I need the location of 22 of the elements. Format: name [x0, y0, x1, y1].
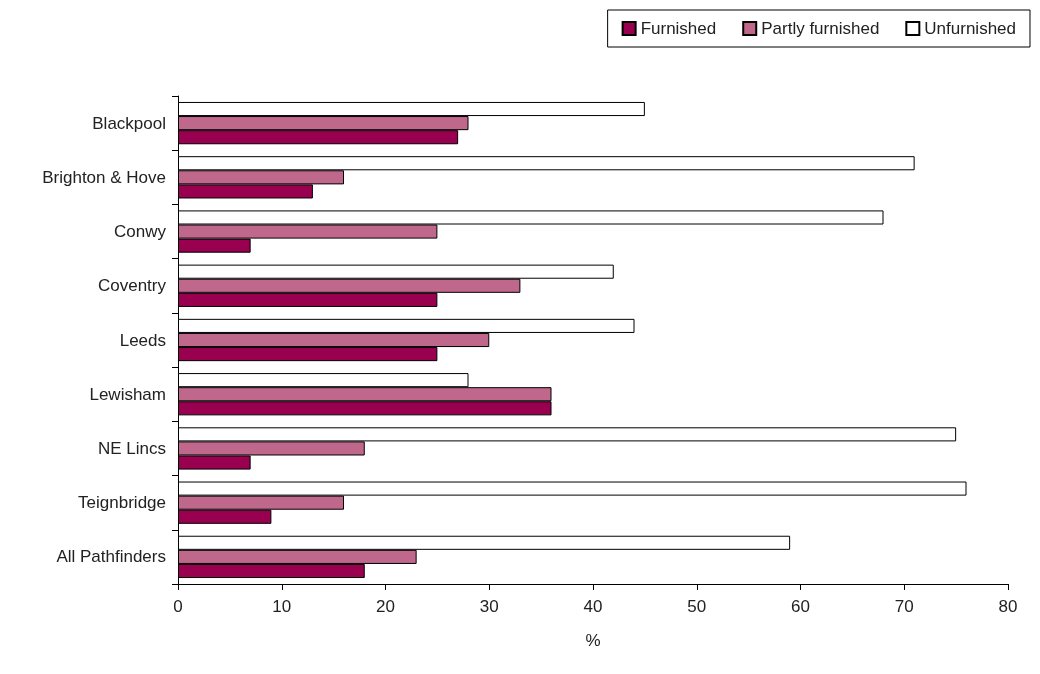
x-tick-label: 0 [173, 597, 183, 616]
legend-label: Furnished [640, 19, 717, 38]
y-tick-label: Blackpool [92, 113, 166, 133]
y-tick-label: Coventry [97, 276, 167, 296]
y-tick-label: Conwy [114, 222, 167, 242]
x-tick-label: 40 [583, 597, 603, 616]
y-tick-label: Teignbridge [78, 493, 166, 513]
x-tick-label: 70 [894, 597, 914, 616]
y-tick-label: NE Lincs [97, 438, 166, 458]
x-tick-label: 80 [998, 597, 1018, 616]
x-tick-label: 30 [479, 597, 499, 616]
x-tick-label: 60 [791, 597, 810, 616]
x-tick-label: 50 [687, 597, 707, 616]
legend-label: Unfurnished [924, 19, 1017, 38]
y-tick-label: Lewisham [89, 384, 166, 404]
y-tick-label: Brighton & Hove [42, 167, 166, 187]
x-tick-label: 20 [376, 597, 395, 616]
x-tick-label: 10 [272, 597, 292, 616]
x-axis-title: % [585, 631, 601, 650]
y-tick-label: All Pathfinders [56, 547, 166, 567]
legend-label: Partly furnished [761, 19, 880, 38]
y-tick-label: Leeds [119, 330, 166, 350]
